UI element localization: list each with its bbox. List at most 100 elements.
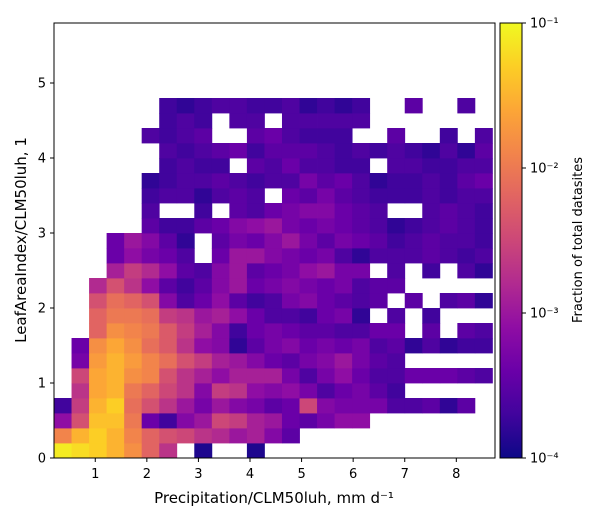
heatmap-cell (264, 143, 283, 159)
heatmap-cell (334, 368, 353, 384)
heatmap-cell (299, 338, 318, 354)
heatmap-cell (422, 263, 441, 279)
heatmap-cell (211, 143, 230, 159)
heatmap-cell (176, 158, 195, 174)
heatmap-cell (439, 143, 458, 159)
heatmap-cell (369, 293, 388, 309)
heatmap-cell (439, 158, 458, 174)
heatmap-cell (211, 158, 230, 174)
heatmap-cell (352, 338, 371, 354)
heatmap-cell (246, 353, 265, 369)
heatmap-cell (89, 428, 108, 444)
heatmap-cell (404, 248, 423, 264)
heatmap-cell (159, 383, 178, 399)
heatmap-cell (387, 278, 406, 294)
heatmap-cell (106, 383, 125, 399)
heatmap-cell (194, 98, 213, 114)
heatmap-cell (159, 173, 178, 189)
heatmap-cell (264, 278, 283, 294)
heatmap-cell (229, 293, 248, 309)
heatmap-cell (159, 128, 178, 144)
heatmap-cell (264, 428, 283, 444)
heatmap-cell (176, 98, 195, 114)
heatmap-cell (439, 218, 458, 234)
heatmap-cell (159, 158, 178, 174)
heatmap-cell (246, 323, 265, 339)
heatmap-cell (387, 143, 406, 159)
heatmap-cell (439, 398, 458, 414)
heatmap-cell (281, 278, 300, 294)
heatmap-cell (317, 248, 335, 264)
heatmap-cell (457, 338, 476, 354)
heatmap-cell (141, 263, 160, 279)
heatmap-cell (281, 398, 300, 414)
heatmap-cell (352, 323, 371, 339)
heatmap-cell (422, 218, 441, 234)
heatmap-cell (264, 98, 283, 114)
heatmap-cell (334, 383, 353, 399)
heatmap-cell (334, 203, 353, 219)
heatmap-cell (334, 128, 353, 144)
heatmap-cell (457, 233, 476, 249)
plot-frame (53, 22, 496, 459)
heatmap-cell (352, 233, 371, 249)
heatmap-cell (439, 128, 458, 144)
y-tick-label: 1 (38, 377, 46, 392)
heatmap-cell (106, 323, 125, 339)
x-tick-label: 1 (91, 467, 99, 482)
heatmap-cell (387, 308, 406, 324)
heatmap-cell (141, 248, 160, 264)
heatmap-cell (246, 203, 265, 219)
heatmap-cell (176, 323, 195, 339)
heatmap-cell (211, 323, 230, 339)
heatmap-cell (194, 308, 213, 324)
heatmap-cell (281, 113, 300, 129)
heatmap-cell (176, 413, 195, 429)
heatmap-cell (264, 338, 283, 354)
heatmap-cell (281, 173, 300, 189)
heatmap-cell (246, 98, 265, 114)
heatmap-cell (176, 128, 195, 144)
heatmap-cell (106, 353, 125, 369)
heatmap-cell (176, 248, 195, 264)
heatmap-cell (334, 323, 353, 339)
heatmap-cell (474, 158, 493, 174)
heatmap-cell (387, 158, 406, 174)
heatmap-cell (317, 308, 335, 324)
heatmap-cell (387, 398, 406, 414)
heatmap-cell (229, 248, 248, 264)
heatmap-cell (194, 368, 213, 384)
heatmap-cell (317, 233, 335, 249)
heatmap-cell (246, 368, 265, 384)
heatmap-cell (422, 323, 441, 339)
heatmap-cell (474, 233, 493, 249)
heatmap-cell (211, 338, 230, 354)
heatmap-cell (194, 158, 213, 174)
heatmap-cell (352, 413, 371, 429)
heatmap-cell (457, 323, 476, 339)
heatmap-cell (159, 413, 178, 429)
heatmap-cell (264, 263, 283, 279)
heatmap-cell (89, 308, 108, 324)
heatmap-cell (369, 173, 388, 189)
heatmap-cell (281, 338, 300, 354)
heatmap-cell (141, 323, 160, 339)
heatmap-cell (106, 308, 125, 324)
heatmap-cell (141, 413, 160, 429)
heatmap-cell (352, 353, 371, 369)
heatmap-cell (211, 383, 230, 399)
heatmap-cell (246, 383, 265, 399)
heatmap-cell (422, 233, 441, 249)
heatmap-cell (352, 173, 371, 189)
heatmap-cell (281, 218, 300, 234)
heatmap-cell (457, 248, 476, 264)
heatmap-cell (352, 263, 371, 279)
heatmap-cell (299, 248, 318, 264)
heatmap-cell (281, 428, 300, 444)
x-tick-label: 7 (401, 467, 409, 482)
heatmap-cell (176, 113, 195, 129)
y-axis-label: LeafAreaIndex/CLM50luh, 1 (12, 137, 30, 343)
heatmap-cell (176, 143, 195, 159)
heatmap-cell (141, 203, 160, 219)
